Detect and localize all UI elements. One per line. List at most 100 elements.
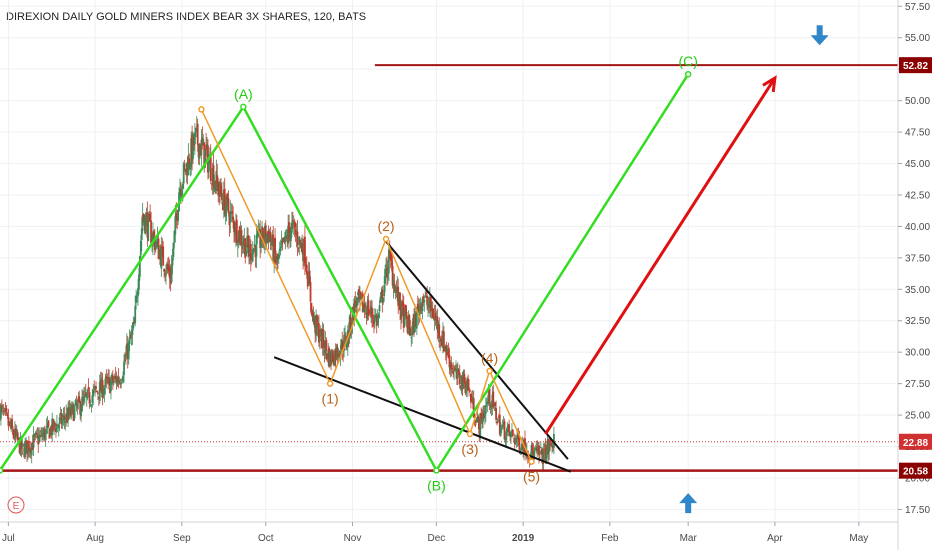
candle-body [7, 417, 10, 426]
candle-body [330, 353, 332, 364]
candle-body [531, 444, 534, 453]
candle-body [142, 213, 145, 219]
trend-line[interactable] [385, 240, 569, 460]
candle-body [92, 389, 95, 397]
candle-body [249, 244, 251, 254]
candle-body [15, 431, 18, 437]
candle-body [258, 229, 261, 231]
candle-body [525, 449, 527, 457]
candle-body [138, 274, 140, 290]
candle-body [54, 423, 56, 427]
candle-body [546, 440, 549, 453]
time-axis-label: Nov [344, 533, 362, 544]
candle-body [365, 312, 368, 319]
wave-orange-point[interactable] [198, 106, 205, 113]
candle-body [38, 435, 41, 443]
wave-orange[interactable] [200, 109, 533, 462]
wave-orange-point[interactable] [466, 430, 474, 438]
candle-body [320, 329, 323, 349]
candle-body [443, 345, 446, 350]
wave-green[interactable] [0, 73, 690, 473]
candle-body [401, 302, 404, 306]
candle-body [81, 397, 83, 412]
candle-body [420, 304, 423, 311]
price-axis-label: 57.50 [905, 2, 930, 13]
candle-body [131, 329, 134, 335]
wave-green-point[interactable] [240, 103, 247, 111]
wave-orange-point[interactable] [486, 367, 493, 375]
candle-body [17, 437, 20, 439]
candle-body [113, 376, 116, 380]
wave-label: (1) [322, 391, 339, 407]
candle-body [461, 377, 464, 389]
candle-body [527, 457, 530, 459]
candle-body [518, 436, 521, 451]
trend-line[interactable] [273, 356, 572, 473]
candle-body [179, 188, 181, 194]
candle-body [65, 413, 68, 420]
candle-body [166, 264, 169, 270]
candle-body [359, 292, 362, 298]
candle-body [446, 348, 449, 353]
time-axis-label: Jul [2, 533, 15, 544]
candle-body [72, 406, 75, 422]
forecast-arrow-head [762, 75, 777, 93]
candle-body [121, 379, 124, 381]
candle-body [373, 319, 375, 325]
candle-body [535, 448, 538, 450]
candle-body [484, 410, 486, 416]
candle-body [25, 440, 28, 446]
candle-body [353, 298, 356, 319]
wave-green-point[interactable] [433, 467, 440, 474]
candle-body [182, 163, 185, 184]
candle-body [52, 419, 55, 430]
candle-body [221, 192, 223, 201]
candle-body [472, 398, 475, 418]
candle-body [318, 339, 321, 341]
candle-body [170, 265, 173, 283]
wave-orange-point[interactable] [326, 380, 334, 387]
candle-body [427, 304, 429, 308]
candle-body [180, 190, 183, 200]
wave-label: (4) [481, 350, 498, 366]
candle-body [388, 250, 391, 253]
candle-body [488, 388, 491, 404]
candle-body [415, 306, 418, 329]
candle-body [95, 386, 97, 389]
candle-body [294, 229, 297, 235]
candle-body [537, 446, 539, 450]
candle-body [513, 438, 516, 445]
candle-body [175, 213, 178, 217]
candle-body [299, 239, 302, 244]
arrow-up-icon [679, 493, 698, 514]
candle-body [404, 305, 407, 313]
candle-body [478, 423, 481, 435]
candle-body [264, 225, 267, 242]
arrow-down-icon [810, 25, 829, 46]
candle-body [71, 404, 74, 407]
candle-body [83, 394, 86, 397]
candle-body [343, 335, 345, 351]
candle-body [152, 233, 154, 244]
candle-body [399, 292, 401, 311]
candle-body [276, 257, 278, 262]
candle-body [64, 421, 67, 423]
event-marker-icon[interactable] [7, 496, 25, 514]
candle-body [223, 188, 226, 216]
candle-body [356, 297, 359, 306]
candle-body [193, 135, 195, 146]
candle-body [324, 340, 327, 355]
wave-orange-point[interactable] [528, 458, 535, 465]
wave-green-point[interactable] [0, 467, 4, 474]
candle-body [208, 158, 211, 164]
wave-green-point[interactable] [684, 70, 692, 78]
candle-body [171, 257, 174, 266]
candle-body [373, 315, 376, 322]
forecast-arrow-line[interactable] [544, 77, 777, 435]
candle-body [361, 293, 364, 313]
candle-body [430, 309, 433, 311]
candle-body [462, 371, 465, 389]
time-axis-label: Feb [601, 533, 619, 544]
wave-orange-point[interactable] [382, 235, 390, 243]
